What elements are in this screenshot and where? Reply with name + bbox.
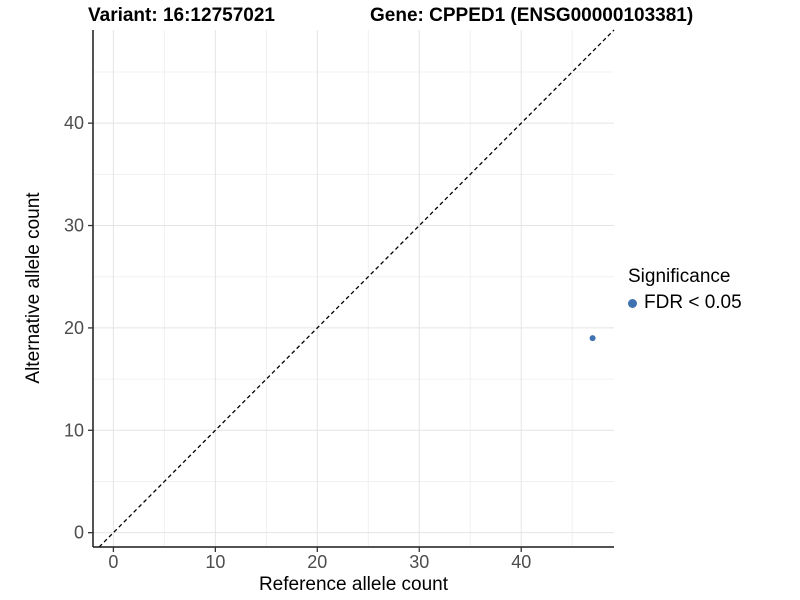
y-tick-label: 0 — [74, 523, 84, 543]
x-tick-label: 40 — [511, 552, 531, 572]
y-tick-label: 30 — [64, 216, 84, 236]
y-tick-label: 40 — [64, 113, 84, 133]
legend-item: FDR < 0.05 — [628, 292, 742, 314]
x-axis-title: Reference allele count — [258, 574, 449, 595]
legend-key-dot — [628, 298, 637, 308]
x-tick-label: 10 — [205, 552, 225, 572]
data-point — [589, 335, 596, 342]
y-axis-title: Alternative allele count — [23, 192, 44, 384]
x-tick-label: 20 — [307, 552, 327, 572]
x-tick-label: 0 — [108, 552, 118, 572]
variant-title: Variant: 16:12757021 — [88, 5, 275, 26]
y-tick-label: 20 — [64, 318, 84, 338]
gene-title: Gene: CPPED1 (ENSG00000103381) — [370, 5, 694, 26]
legend-item-label: FDR < 0.05 — [644, 292, 742, 313]
legend-title: Significance — [628, 266, 731, 287]
identity-line — [98, 29, 615, 548]
y-tick-label: 10 — [64, 420, 84, 440]
x-tick-label: 30 — [409, 552, 429, 572]
legend: Significance FDR < 0.05 — [628, 266, 742, 314]
